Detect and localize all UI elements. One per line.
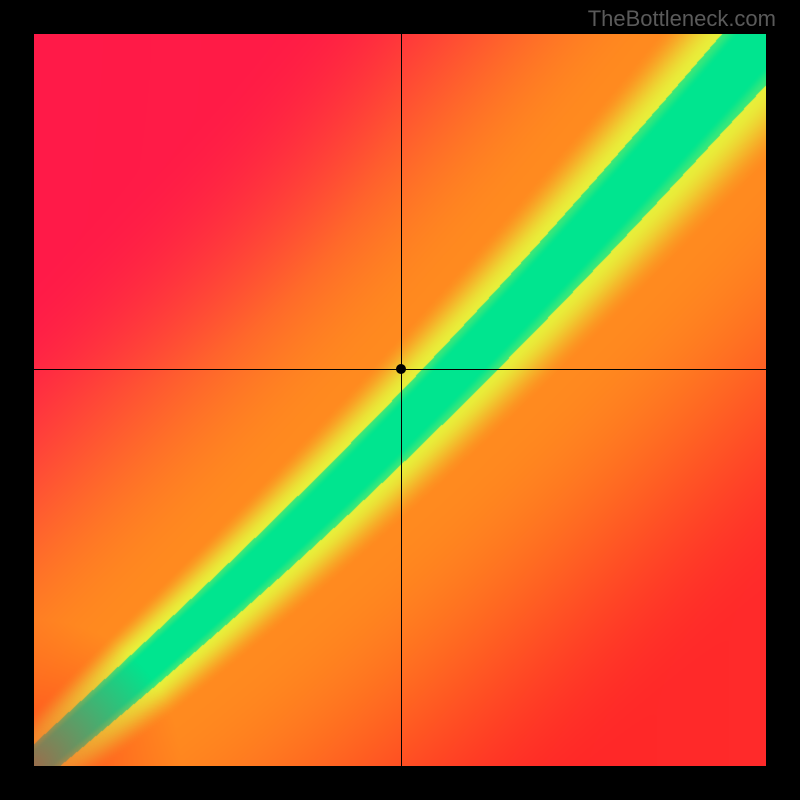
chart-container: TheBottleneck.com: [0, 0, 800, 800]
crosshair-vertical: [401, 34, 402, 766]
attribution-label: TheBottleneck.com: [588, 6, 776, 32]
heatmap-canvas: [34, 34, 766, 766]
data-point-marker: [396, 364, 406, 374]
plot-area: [34, 34, 766, 766]
